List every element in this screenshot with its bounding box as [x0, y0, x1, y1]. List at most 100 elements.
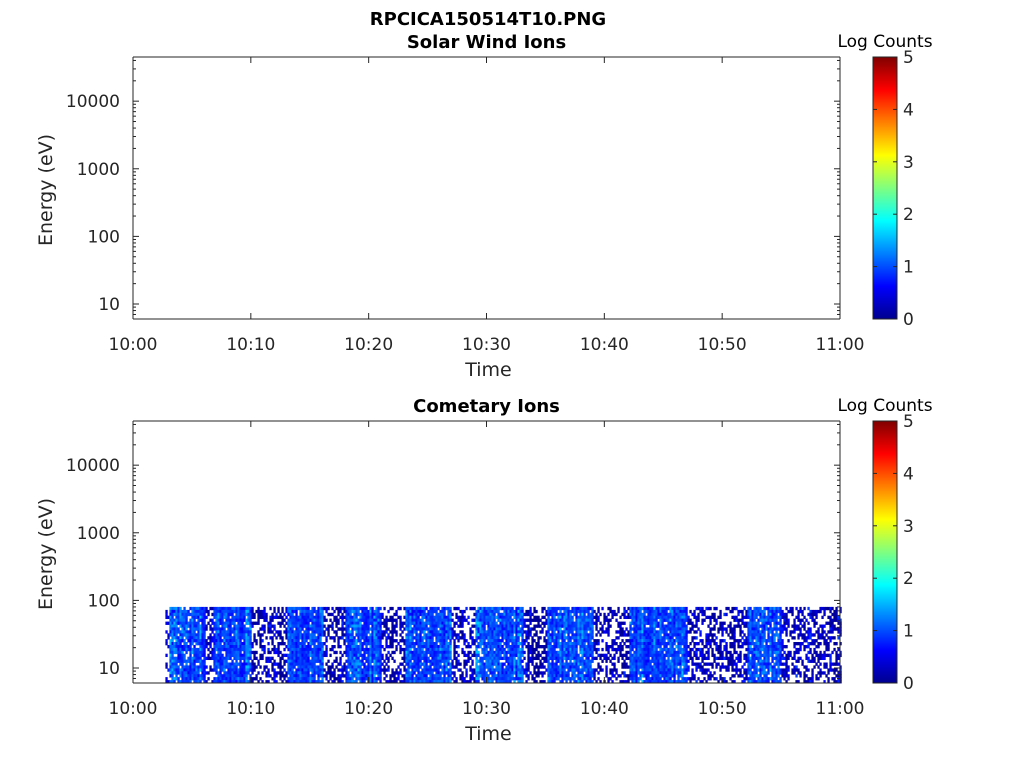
- count-cell: [423, 659, 426, 663]
- count-cell: [447, 633, 450, 637]
- count-cell: [623, 615, 626, 620]
- count-cell: [641, 621, 644, 625]
- count-cell: [521, 609, 524, 614]
- count-cell: [653, 659, 656, 663]
- count-cell: [575, 609, 578, 614]
- count-cell: [223, 636, 226, 640]
- count-cell: [177, 639, 180, 643]
- count-cell: [373, 674, 376, 678]
- count-cell: [181, 650, 184, 655]
- count-cell: [637, 659, 640, 663]
- count-cell: [583, 606, 586, 611]
- count-cell: [553, 621, 556, 625]
- count-cell: [497, 665, 500, 669]
- count-cell: [553, 615, 556, 620]
- count-cell: [515, 659, 518, 663]
- count-cell: [515, 671, 518, 675]
- count-cell: [563, 627, 566, 631]
- count-cell: [229, 606, 232, 611]
- count-cell: [565, 624, 568, 628]
- count-cell: [219, 606, 222, 611]
- count-cell: [611, 609, 614, 614]
- count-cell: [579, 656, 582, 661]
- count-cell: [617, 606, 620, 611]
- count-cell: [297, 636, 300, 640]
- count-cell: [279, 677, 282, 681]
- count-cell: [633, 656, 636, 661]
- count-cell: [449, 680, 452, 684]
- count-cell: [447, 656, 450, 661]
- count-cell: [629, 645, 632, 649]
- count-cell: [317, 653, 320, 658]
- count-cell: [361, 653, 364, 658]
- count-cell: [209, 639, 212, 643]
- count-cell: [437, 633, 440, 637]
- count-cell: [327, 606, 330, 611]
- count-cell: [313, 665, 316, 669]
- count-cell: [589, 647, 592, 652]
- count-cell: [573, 624, 576, 628]
- count-cell: [409, 621, 412, 625]
- count-cell: [383, 633, 386, 637]
- count-cell: [581, 636, 584, 640]
- count-cell: [371, 680, 374, 684]
- count-cell: [633, 615, 636, 620]
- count-cell: [331, 621, 334, 625]
- count-cell: [225, 642, 228, 646]
- count-cell: [487, 645, 490, 649]
- count-cell: [277, 647, 280, 652]
- count-cell: [489, 609, 492, 614]
- count-cell: [425, 642, 428, 646]
- count-cell: [565, 621, 568, 625]
- count-cell: [293, 624, 296, 628]
- count-cell: [321, 668, 324, 672]
- count-cell: [269, 650, 272, 655]
- count-cell: [421, 636, 424, 640]
- count-cell: [511, 662, 514, 666]
- count-cell: [293, 630, 296, 634]
- count-cell: [399, 662, 402, 666]
- count-cell: [639, 639, 642, 643]
- count-cell: [243, 653, 246, 658]
- count-cell: [291, 642, 294, 646]
- count-cell: [369, 615, 372, 620]
- count-cell: [495, 624, 498, 628]
- count-cell: [185, 659, 188, 663]
- count-cell: [441, 653, 444, 658]
- count-cell: [583, 668, 586, 672]
- count-cell: [269, 624, 272, 628]
- count-cell: [593, 671, 596, 675]
- count-cell: [247, 633, 250, 637]
- count-cell: [267, 621, 270, 625]
- count-cell: [601, 659, 604, 663]
- count-cell: [213, 627, 216, 631]
- count-cell: [537, 653, 540, 658]
- count-cell: [229, 639, 232, 643]
- count-cell: [575, 680, 578, 684]
- count-cell: [653, 636, 656, 640]
- count-cell: [413, 653, 416, 658]
- count-cell: [259, 612, 262, 617]
- count-cell: [273, 609, 276, 614]
- count-cell: [559, 624, 562, 628]
- count-cell: [407, 650, 410, 655]
- count-cell: [633, 650, 636, 655]
- count-cell: [429, 671, 432, 675]
- count-cell: [461, 618, 464, 622]
- count-cell: [423, 630, 426, 634]
- count-cell: [603, 612, 606, 617]
- count-cell: [167, 668, 170, 672]
- count-cell: [393, 659, 396, 663]
- count-cell: [441, 606, 444, 611]
- count-cell: [539, 618, 542, 622]
- count-cell: [259, 656, 262, 661]
- count-cell: [627, 650, 630, 655]
- count-cell: [309, 645, 312, 649]
- count-cell: [557, 665, 560, 669]
- count-cell: [247, 671, 250, 675]
- count-cell: [609, 645, 612, 649]
- count-cell: [197, 618, 200, 622]
- count-cell: [589, 645, 592, 649]
- count-cell: [549, 671, 552, 675]
- count-cell: [557, 636, 560, 640]
